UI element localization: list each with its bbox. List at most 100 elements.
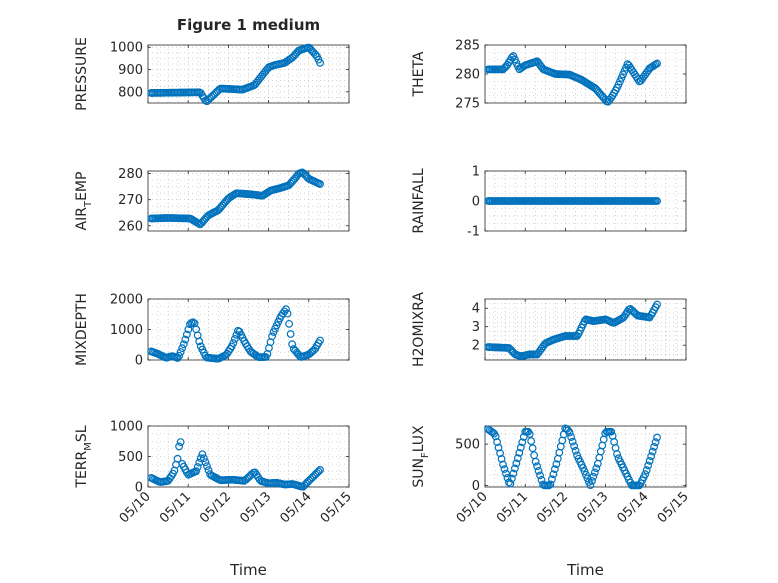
data-point: [316, 180, 324, 188]
data-point: [314, 467, 323, 476]
data-point: [641, 470, 650, 479]
data-point: [644, 461, 653, 470]
data-point: [549, 470, 558, 479]
data-point: [518, 438, 527, 447]
y-tick-label: 800: [118, 85, 143, 100]
data-point: [493, 438, 502, 446]
y-tick-label: 270: [118, 193, 143, 208]
x-tick-label: 05/13: [574, 489, 611, 526]
subplot-h2omixra-axes: 2 3 4 H2OMIXRA: [411, 292, 687, 367]
y-axis-label-main: RAINFALL: [411, 168, 427, 233]
y-axis-label-main: TERR: [74, 450, 90, 488]
y-tick-label: 260: [118, 219, 143, 234]
y-axis-label: H2OMIXRA: [411, 292, 427, 367]
data-point: [283, 309, 292, 318]
y-axis-label-subscript: M: [83, 442, 94, 451]
data-point: [642, 466, 651, 475]
subplot-pressure-axes: 800 900 1000 PRESSURE Figure 1 medium: [74, 16, 350, 111]
data-point: [189, 318, 197, 327]
x-tick-label: 05/14: [615, 489, 652, 526]
data-point: [506, 479, 515, 488]
y-tick-label: 1000: [110, 41, 143, 56]
data-point: [567, 433, 576, 442]
y-tick-label: 3: [472, 320, 480, 335]
y-axis-label-main: H2OMIXRA: [411, 292, 427, 367]
data-point: [288, 340, 297, 349]
data-point: [550, 465, 559, 474]
data-point: [592, 464, 601, 473]
y-axis-label-main: THETA: [411, 51, 427, 97]
y-tick-label: 500: [455, 438, 480, 453]
y-axis-label-main: SUN: [411, 458, 427, 488]
data-point: [195, 337, 204, 346]
data-point: [491, 432, 500, 441]
data-point: [176, 438, 185, 446]
data-point: [316, 466, 324, 474]
y-axis-label-main: PRESSURE: [74, 37, 90, 111]
data-point: [653, 433, 661, 442]
y-axis-label: SUNFLUX: [411, 425, 431, 488]
data-point: [565, 428, 574, 437]
data-point: [648, 447, 657, 456]
data-point: [510, 464, 519, 473]
y-tick-label: 1000: [110, 420, 143, 435]
data-point: [653, 59, 661, 68]
x-tick-label: 05/13: [237, 489, 274, 526]
y-axis-label: AIRTEMP: [74, 172, 94, 231]
data-point: [268, 332, 276, 341]
data-point: [184, 325, 193, 334]
x-tick-label: 05/15: [318, 489, 355, 526]
y-tick-label: 285: [455, 39, 480, 54]
data-point: [509, 469, 518, 478]
y-tick-label: 280: [118, 167, 143, 182]
y-axis-label-rest: LUX: [411, 425, 427, 452]
data-point: [527, 437, 536, 445]
y-tick-label: -1: [467, 225, 480, 240]
y-axis-label-rest: EMP: [74, 172, 90, 201]
y-tick-label: 1: [472, 165, 480, 180]
y-tick-label: 900: [118, 63, 143, 78]
y-tick-label: 0: [135, 481, 143, 496]
data-point: [203, 462, 211, 471]
data-point: [570, 442, 579, 451]
data-point: [545, 481, 553, 490]
data-series: [147, 305, 324, 363]
data-point: [179, 340, 188, 349]
data-series: [484, 424, 661, 490]
grid-lines: [147, 45, 350, 104]
data-series: [147, 43, 324, 106]
y-axis-label-rest: SL: [74, 425, 90, 442]
data-point: [586, 481, 595, 490]
x-tick-label: 05/10: [454, 489, 491, 526]
data-point: [181, 335, 190, 344]
y-tick-label: 2: [472, 339, 480, 354]
data-point: [653, 300, 661, 309]
data-point: [182, 330, 191, 339]
data-point: [552, 460, 561, 468]
data-point: [502, 469, 510, 478]
data-point: [198, 450, 207, 459]
data-point: [500, 465, 509, 473]
y-tick-label: 0: [135, 354, 143, 369]
data-series: [147, 168, 324, 229]
data-point: [568, 437, 577, 446]
data-point: [316, 336, 324, 345]
data-point: [653, 197, 661, 205]
data-point: [199, 454, 208, 463]
x-tick-label: 05/14: [278, 489, 315, 526]
data-point: [196, 454, 205, 463]
data-series: [484, 300, 661, 361]
x-axis-label: Time: [566, 561, 604, 579]
data-point: [515, 448, 524, 457]
data-point: [533, 462, 541, 471]
y-axis-label: MIXDEPTH: [74, 293, 90, 366]
chart-title: Figure 1 medium: [177, 16, 320, 34]
data-point: [176, 348, 185, 356]
data-point: [587, 476, 596, 485]
y-axis-label-main: MIXDEPTH: [74, 293, 90, 366]
data-point: [645, 456, 654, 465]
data-point: [571, 446, 580, 455]
subplot-air-axes: 260 270 280 AIRTEMP: [74, 167, 350, 234]
data-series: [484, 197, 661, 205]
x-tick-label: 05/11: [494, 489, 531, 526]
